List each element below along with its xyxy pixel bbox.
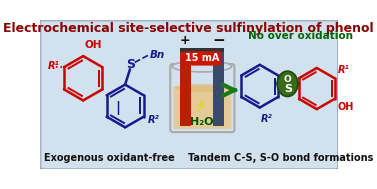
Ellipse shape	[175, 84, 229, 92]
Bar	[213, 50, 224, 126]
Text: R²: R²	[148, 115, 159, 125]
Text: −: −	[212, 33, 225, 48]
Text: R¹: R¹	[48, 61, 59, 71]
Text: S: S	[126, 58, 135, 71]
Text: R¹: R¹	[338, 65, 349, 75]
Text: |: |	[115, 101, 120, 115]
Ellipse shape	[277, 71, 298, 96]
Bar	[180, 50, 191, 126]
Text: No over oxidation: No over oxidation	[248, 31, 354, 41]
Text: +: +	[180, 34, 191, 47]
Text: OH: OH	[85, 40, 102, 50]
FancyBboxPatch shape	[183, 51, 221, 66]
Text: ⚡: ⚡	[193, 98, 207, 117]
Text: O: O	[284, 75, 291, 84]
Ellipse shape	[172, 61, 231, 72]
Bar	[180, 48, 224, 52]
FancyBboxPatch shape	[173, 86, 231, 129]
Text: Electrochemical site-selective sulfinylation of phenol: Electrochemical site-selective sulfinyla…	[3, 22, 374, 35]
Text: S: S	[284, 84, 292, 94]
Text: H₂O: H₂O	[190, 117, 214, 127]
Text: 15 mA: 15 mA	[185, 53, 219, 64]
Text: Exogenous oxidant-free: Exogenous oxidant-free	[44, 153, 175, 163]
Text: Bn: Bn	[150, 50, 165, 60]
Text: Tandem C-S, S-O bond formations: Tandem C-S, S-O bond formations	[188, 153, 374, 163]
Text: OH: OH	[338, 102, 354, 112]
Text: R²: R²	[261, 114, 272, 124]
FancyBboxPatch shape	[40, 20, 337, 169]
